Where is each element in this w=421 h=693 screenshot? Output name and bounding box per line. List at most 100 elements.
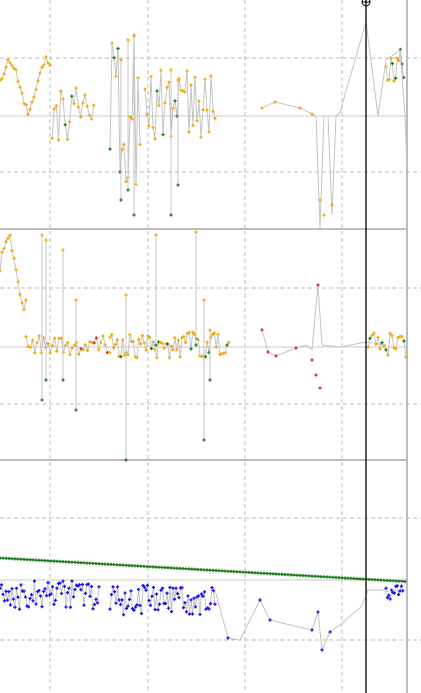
bottom-blue-b-point [117,598,121,602]
mid-cluster-a-point [97,348,101,352]
mid-wave-line [0,233,27,310]
mid-cluster-a-point [35,341,39,345]
bottom-blue-a-point [59,591,64,596]
mid-spike-point [124,458,128,462]
mid-cluster-a-point [68,353,72,357]
top-cluster-c-point [147,124,151,128]
bottom-green-point [10,557,14,561]
bottom-green-point [265,571,269,576]
time-cursor[interactable] [361,0,371,693]
mid-cluster-b-point [140,334,144,338]
bottom-green-point [241,570,245,574]
bottom-blue-a-point [38,594,43,598]
mid-cluster-c-point [404,355,408,359]
mid-cluster-a-point [99,341,103,345]
bottom-blue-b-point [108,607,112,611]
bottom-green-point [361,577,365,581]
top-spike-point [132,33,136,37]
bottom-blue-b-point [201,594,205,598]
mid-cluster-b-point [133,355,137,359]
bottom-green-point [34,558,38,562]
top-cluster-c-point [187,130,191,134]
bottom-green-point [217,569,221,573]
bottom-blue-c-point [385,596,389,600]
bottom-blue-b-point [153,607,157,612]
top-cluster-a-point [61,97,65,101]
mid-spike-point [194,230,198,234]
top-wave-point [22,102,26,106]
bottom-green-point [223,569,227,573]
mid-cluster-a-line [25,334,110,357]
mid-cluster-b-point [153,348,157,352]
bottom-blue-b-point [208,602,213,606]
trace-series [0,21,408,652]
bottom-blue-a-point [49,592,53,596]
top-wave-point [36,79,40,83]
bottom-green-point [202,568,206,572]
bottom-green-point [337,576,341,580]
bottom-blue-c-point [392,591,396,595]
mid-sparse-point [310,358,314,362]
bottom-green-point [76,560,80,565]
top-cluster-b-point [114,74,118,78]
bottom-green-point [37,558,41,562]
bottom-green-point [73,560,77,564]
bottom-green-point [193,567,197,571]
mid-cluster-a-point [37,334,41,338]
mid-cluster-a-point [48,351,52,355]
bottom-blue-b-point [165,591,169,595]
bottom-green-point [268,572,272,576]
top-wave-point [28,107,32,111]
bottom-blue-a-point [50,585,55,589]
mid-cluster-b-point [173,336,177,340]
top-wave-point [44,55,48,59]
top-wave-point [38,71,42,75]
bottom-green-point [274,572,278,576]
bottom-blue-a-point [97,585,101,589]
bottom-green-point [400,579,404,583]
bottom-blue-a-point [77,583,82,587]
mid-cluster-b-point [137,337,141,341]
bottom-blue-a-point [64,605,68,609]
top-tail-line [365,21,408,171]
top-wave-point [16,79,20,84]
mid-cluster-c-point [372,331,376,335]
bottom-blue-b-point [150,594,154,598]
bottom-green-point [130,564,134,568]
top-wave-point [0,78,2,82]
bottom-blue-a-point [62,584,67,589]
bottom-green-point [292,573,296,577]
mid-cluster-a-point [53,336,57,340]
bottom-green-point [58,559,62,564]
bottom-green-point [106,562,110,566]
bottom-sparse-point [226,636,230,640]
mid-cluster-b-point [187,330,191,334]
bottom-blue-b-point [133,605,138,609]
top-cluster-c-point [153,137,157,141]
bottom-green-point [235,570,239,574]
mid-cluster-b-point [122,353,126,357]
bottom-green-point [55,559,59,563]
bottom-blue-b-point [198,612,202,617]
bottom-green-point [79,561,83,565]
top-spike-point [119,198,123,202]
bottom-blue-a-point [58,581,62,585]
bottom-blue-a-point [22,589,26,593]
mid-spike-point [61,248,65,252]
bottom-blue-a-point [16,595,20,599]
bottom-green-point [397,579,401,583]
mid-cluster-c-point [374,342,378,346]
top-sparse-point [322,213,326,217]
top-cluster-c-point [159,68,163,72]
top-cluster-c-point [183,90,187,94]
top-cluster-c-point [179,88,183,92]
bottom-green-point [316,574,320,579]
mid-cluster-a-point [46,341,50,345]
crosshair-circle-icon[interactable] [361,0,371,7]
bottom-blue-a-point [70,579,74,583]
top-cluster-a-point [59,89,63,93]
bottom-green-point [319,575,323,579]
bottom-blue-a-point [44,594,49,598]
